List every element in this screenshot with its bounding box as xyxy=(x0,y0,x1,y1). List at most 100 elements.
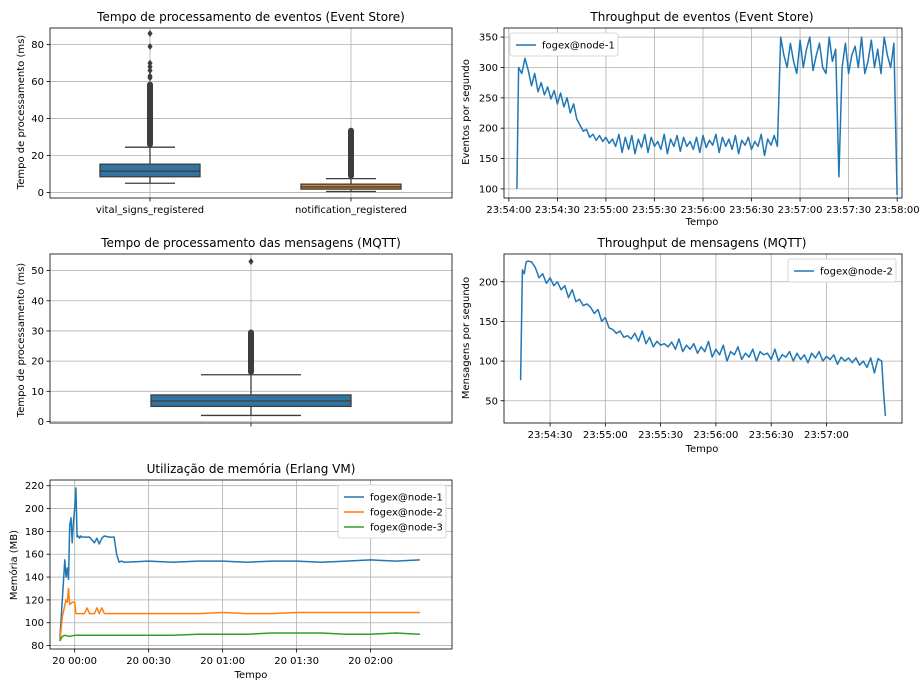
plot-frame xyxy=(49,253,453,424)
plot-frame xyxy=(503,27,903,199)
plot-area: 0 10 20 30 40 50 xyxy=(31,253,453,428)
chart-title: Throughput de mensagens (MQTT) xyxy=(597,236,807,250)
legend: fogex@node-1 xyxy=(509,32,619,57)
y-tick-label: 80 xyxy=(31,641,44,652)
chart-erlang-memory: Utilização de memória (Erlang VM) Memóri… xyxy=(8,462,453,681)
x-tick-label: 23:55:30 xyxy=(632,205,677,216)
y-tick-label: 50 xyxy=(31,266,44,277)
x-tick-label: 23:56:00 xyxy=(681,205,726,216)
outlier-band xyxy=(147,81,153,148)
y-axis-label: Tempo de processamento (ms) xyxy=(16,35,27,190)
y-tick-label: 40 xyxy=(31,114,44,125)
chart-title: Throughput de eventos (Event Store) xyxy=(589,10,813,24)
x-tick-label: 20 02:00 xyxy=(348,656,393,667)
outlier-point xyxy=(147,42,153,50)
x-tick-label: 20 01:30 xyxy=(274,656,319,667)
y-axis-label: Memória (MB) xyxy=(8,530,20,600)
series-line xyxy=(519,260,887,416)
x-tick-label: 23:57:30 xyxy=(826,205,871,216)
y-tick-label: 350 xyxy=(479,33,498,44)
chart-mqtt-processing-time: Tempo de processamento das mensagens (MQ… xyxy=(16,236,453,428)
y-tick-label: 40 xyxy=(31,296,44,307)
outlier-point xyxy=(147,72,153,80)
plot-frame xyxy=(49,27,453,199)
outlier-band xyxy=(248,329,254,375)
series-line xyxy=(59,487,420,639)
x-tick-label: 20 00:30 xyxy=(126,656,171,667)
chart-title: Tempo de processamento das mensagens (MQ… xyxy=(100,236,401,250)
y-tick-label: 250 xyxy=(479,93,498,104)
outlier-point xyxy=(147,59,153,67)
x-tick-label: vital_signs_registered xyxy=(96,205,204,216)
y-axis-label: Mensagens por segundo xyxy=(461,277,472,399)
x-tick-label: 23:56:30 xyxy=(749,430,794,441)
y-axis-label: Tempo de processamento (ms) xyxy=(16,263,27,418)
x-tick-label: 23:54:00 xyxy=(486,205,531,216)
y-axis-label: Eventos por segundo xyxy=(461,59,472,165)
legend: fogex@node-2 xyxy=(787,258,897,283)
plot-area: 80 100 120 140 160 180 200 220 20 00:00 20 00:30 2… xyxy=(25,479,453,667)
box-iqr xyxy=(99,163,201,178)
legend-label: fogex@node-3 xyxy=(370,523,443,534)
y-tick-label: 20 xyxy=(31,151,44,162)
x-tick-label: 23:56:30 xyxy=(729,205,774,216)
y-tick-label: 80 xyxy=(31,40,44,51)
y-tick-label: 160 xyxy=(25,550,44,561)
chart-event-store-throughput: Throughput de eventos (Event Store) Even… xyxy=(461,10,920,228)
series-line xyxy=(59,632,420,642)
legend-label: fogex@node-2 xyxy=(820,267,893,278)
y-tick-label: 150 xyxy=(479,317,498,328)
y-tick-label: 20 xyxy=(31,357,44,368)
legend-frame xyxy=(509,32,619,57)
chart-title: Tempo de processamento de eventos (Event… xyxy=(96,10,405,24)
legend-label: fogex@node-1 xyxy=(370,493,443,504)
series-line xyxy=(516,36,898,196)
x-tick-label: 20 00:00 xyxy=(52,656,97,667)
chart-title: Utilização de memória (Erlang VM) xyxy=(147,462,356,476)
legend: fogex@node-1 fogex@node-2 fogex@node-3 xyxy=(337,484,447,539)
x-tick-label: 23:58:00 xyxy=(875,205,920,216)
y-tick-label: 100 xyxy=(25,618,44,629)
y-tick-label: 120 xyxy=(25,595,44,606)
x-tick-label: notification_registered xyxy=(295,205,407,216)
plot-area: 0 20 40 60 80 vital_signs_registered notificat… xyxy=(31,27,453,216)
y-tick-label: 0 xyxy=(38,188,44,199)
y-tick-label: 300 xyxy=(479,63,498,74)
y-tick-label: 200 xyxy=(479,277,498,288)
y-tick-label: 220 xyxy=(25,481,44,492)
series-line xyxy=(59,587,420,642)
y-tick-label: 180 xyxy=(25,527,44,538)
outlier-band xyxy=(348,127,354,179)
x-axis-label: Tempo xyxy=(685,444,719,455)
legend-frame xyxy=(787,258,897,283)
chart-mqtt-throughput: Throughput de mensagens (MQTT) Mensagens… xyxy=(461,236,903,455)
y-tick-label: 150 xyxy=(479,154,498,165)
x-tick-label: 23:54:30 xyxy=(535,205,580,216)
y-tick-label: 200 xyxy=(479,124,498,135)
x-tick-label: 23:56:00 xyxy=(693,430,738,441)
chart-event-store-processing-time: Tempo de processamento de eventos (Event… xyxy=(16,10,453,216)
legend-frame xyxy=(337,484,447,539)
y-tick-label: 100 xyxy=(479,357,498,368)
plot-frame xyxy=(49,479,453,650)
y-tick-label: 0 xyxy=(38,417,44,428)
y-tick-label: 200 xyxy=(25,504,44,515)
outlier-point xyxy=(147,30,153,38)
x-tick-label: 23:57:00 xyxy=(804,430,849,441)
y-tick-label: 60 xyxy=(31,77,44,88)
x-tick-label: 23:57:00 xyxy=(778,205,823,216)
x-tick-label: 20 01:00 xyxy=(200,656,245,667)
y-tick-label: 50 xyxy=(485,396,498,407)
plot-frame xyxy=(503,253,903,424)
x-tick-label: 23:55:00 xyxy=(583,205,628,216)
y-tick-label: 10 xyxy=(31,387,44,398)
x-tick-label: 23:54:30 xyxy=(528,430,573,441)
y-tick-label: 140 xyxy=(25,573,44,584)
x-tick-label: 23:55:30 xyxy=(638,430,683,441)
legend-label: fogex@node-2 xyxy=(370,508,443,519)
legend-label: fogex@node-1 xyxy=(542,41,615,52)
x-axis-label: Tempo xyxy=(234,670,268,681)
outlier-point xyxy=(147,63,153,71)
